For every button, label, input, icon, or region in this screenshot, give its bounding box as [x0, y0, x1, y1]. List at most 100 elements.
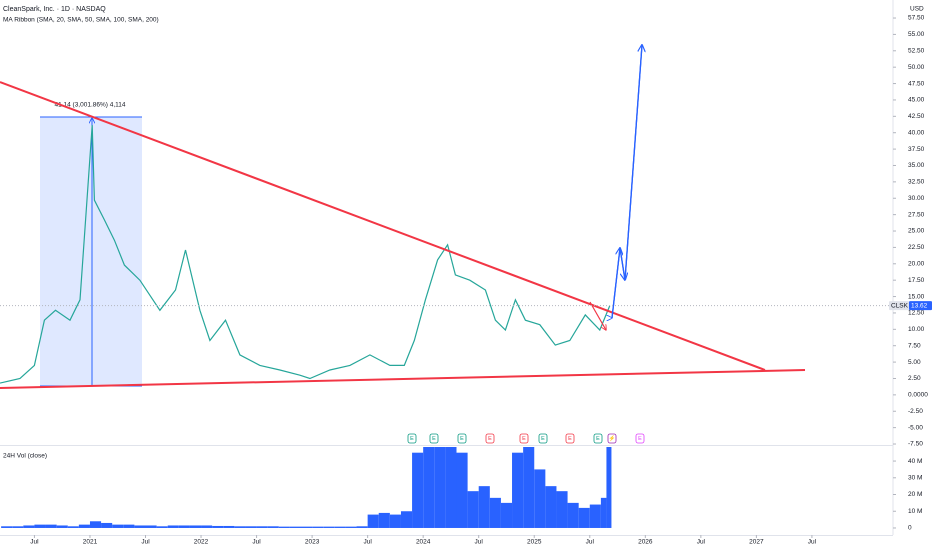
volume-bar — [412, 452, 424, 528]
volume-bar — [34, 524, 46, 528]
y-tick-label: 57.50 — [908, 15, 925, 22]
y-tick-label: 20 M — [908, 491, 922, 498]
earnings-badge — [485, 433, 495, 444]
y-tick-label: 27.50 — [908, 211, 925, 218]
volume-bar — [600, 497, 607, 528]
y-tick-label: 37.50 — [908, 146, 925, 153]
y-tick-label: 0 — [908, 525, 912, 532]
y-tick-label: 0.0000 — [908, 392, 928, 399]
breakout-arrow — [589, 301, 606, 330]
measure-label: 41.14 (3,001.86%) 4,114 — [54, 102, 125, 109]
volume-bar — [56, 525, 68, 528]
volume-bar — [434, 447, 446, 528]
earnings-badge — [429, 433, 439, 444]
volume-bar — [578, 507, 590, 528]
volume-title: 24H Vol (close) — [3, 453, 47, 460]
volume-bar — [201, 525, 213, 528]
y-tick-label: -2.50 — [908, 408, 923, 415]
x-tick-label: 2022 — [194, 539, 209, 546]
chart-title: CleanSpark, Inc. · 1D · NASDAQ — [3, 6, 106, 13]
y-tick-label: 20.00 — [908, 261, 925, 268]
x-tick-label: Jul — [808, 539, 817, 546]
price-tag — [909, 301, 932, 311]
earnings-label: E — [568, 436, 572, 442]
earnings-label: E — [460, 436, 464, 442]
trend-line — [0, 369, 806, 389]
volume-bar — [89, 521, 102, 528]
earnings-label: ⚡ — [609, 435, 616, 442]
volume-bar — [500, 502, 513, 528]
volume-bar — [67, 526, 79, 528]
y-tick-label: 30.00 — [908, 195, 925, 202]
y-tick-label: 47.50 — [908, 80, 925, 87]
volume-bar — [223, 525, 235, 528]
volume-bar — [445, 447, 457, 528]
earnings-badge — [607, 433, 617, 444]
projection-arrow — [624, 45, 642, 281]
volume-bar — [489, 497, 501, 528]
earnings-badge — [565, 433, 575, 444]
volume-bar — [78, 524, 90, 528]
volume-bar — [256, 526, 268, 528]
y-tick-label: 35.00 — [908, 162, 925, 169]
volume-bar — [478, 486, 490, 528]
earnings-badge — [407, 433, 417, 444]
volume-bar — [389, 514, 401, 528]
volume-bar — [23, 525, 35, 528]
volume-bar — [423, 447, 435, 528]
price-tag-label: 13.62 — [911, 302, 928, 309]
volume-bar — [12, 526, 24, 528]
x-tick-label: 2025 — [527, 539, 542, 546]
volume-bar — [45, 524, 57, 528]
volume-bar — [567, 502, 579, 528]
x-tick-label: Jul — [475, 539, 484, 546]
volume-bar — [112, 524, 124, 528]
x-tick-label: 2023 — [305, 539, 320, 546]
volume-bar — [156, 526, 168, 528]
earnings-label: E — [432, 436, 436, 442]
earnings-badge — [519, 433, 529, 444]
y-tick-label: 17.50 — [908, 277, 925, 284]
earnings-label: E — [488, 436, 492, 442]
y-tick-label: -7.50 — [908, 441, 923, 448]
y-tick-label: 15.00 — [908, 293, 925, 300]
volume-bar — [1, 526, 13, 528]
y-tick-label: 7.50 — [908, 342, 921, 349]
y-tick-label: 42.50 — [908, 113, 925, 120]
y-tick-label: 5.00 — [908, 359, 921, 366]
volume-bar — [589, 504, 601, 528]
volume-bar — [456, 452, 468, 528]
price-line — [0, 125, 611, 384]
x-tick-label: Jul — [30, 539, 39, 546]
volume-bar — [356, 526, 368, 528]
y-tick-label: 50.00 — [908, 64, 925, 71]
y-tick-label: 52.50 — [908, 48, 925, 55]
earnings-label: E — [541, 436, 545, 442]
volume-layer — [1, 447, 612, 528]
volume-bar — [189, 525, 202, 528]
earnings-label: E — [638, 436, 642, 442]
y-tick-label: 10.00 — [908, 326, 925, 333]
earnings-badge — [457, 433, 467, 444]
volume-bar — [300, 526, 313, 528]
price-layer — [0, 125, 611, 384]
indicator-title: MA Ribbon (SMA, 20, SMA, 50, SMA, 100, S… — [3, 17, 159, 24]
volume-bar — [345, 526, 357, 528]
volume-bar — [267, 526, 279, 528]
volume-bar — [101, 522, 113, 528]
volume-bar — [167, 525, 179, 528]
y-tick-label: 10 M — [908, 508, 922, 515]
volume-bar — [312, 526, 324, 528]
y-tick-label: 55.00 — [908, 31, 925, 38]
volume-bar — [323, 526, 335, 528]
volume-bar — [534, 469, 546, 528]
volume-bar — [467, 491, 479, 528]
ticker-label: CLSK — [891, 302, 909, 309]
volume-bar — [334, 526, 346, 528]
projection-arrow — [619, 247, 625, 280]
earnings-label: E — [410, 436, 414, 442]
volume-bar — [145, 525, 157, 528]
y-tick-label: 22.50 — [908, 244, 925, 251]
